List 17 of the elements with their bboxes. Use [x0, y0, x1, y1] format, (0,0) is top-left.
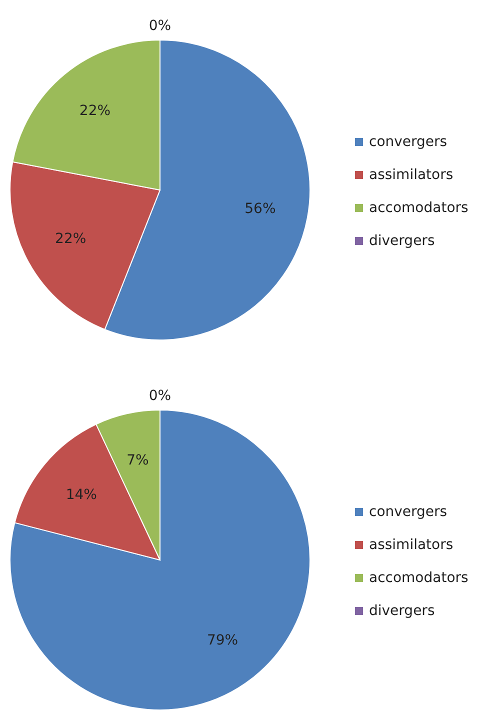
data-label: 79%: [206, 632, 238, 648]
legend-label: divergers: [369, 232, 435, 249]
legend-label: convergers: [369, 504, 448, 520]
legend-label: assimilators: [369, 166, 454, 183]
text: 0%: [148, 388, 172, 404]
data-label: 22%: [55, 230, 86, 247]
pie-slice: [10, 410, 310, 710]
legend-label: convergers: [369, 134, 448, 150]
legend-label: accomodators: [369, 200, 468, 216]
legend-label: assimilators: [369, 536, 454, 553]
legend-label: divergers: [369, 602, 435, 619]
data-label: 7%: [126, 452, 149, 468]
text: 0%: [148, 18, 172, 34]
data-label: 14%: [66, 486, 97, 503]
data-label: 56%: [244, 200, 276, 217]
data-label: 22%: [79, 103, 111, 120]
legend-label: accomodators: [369, 570, 468, 586]
